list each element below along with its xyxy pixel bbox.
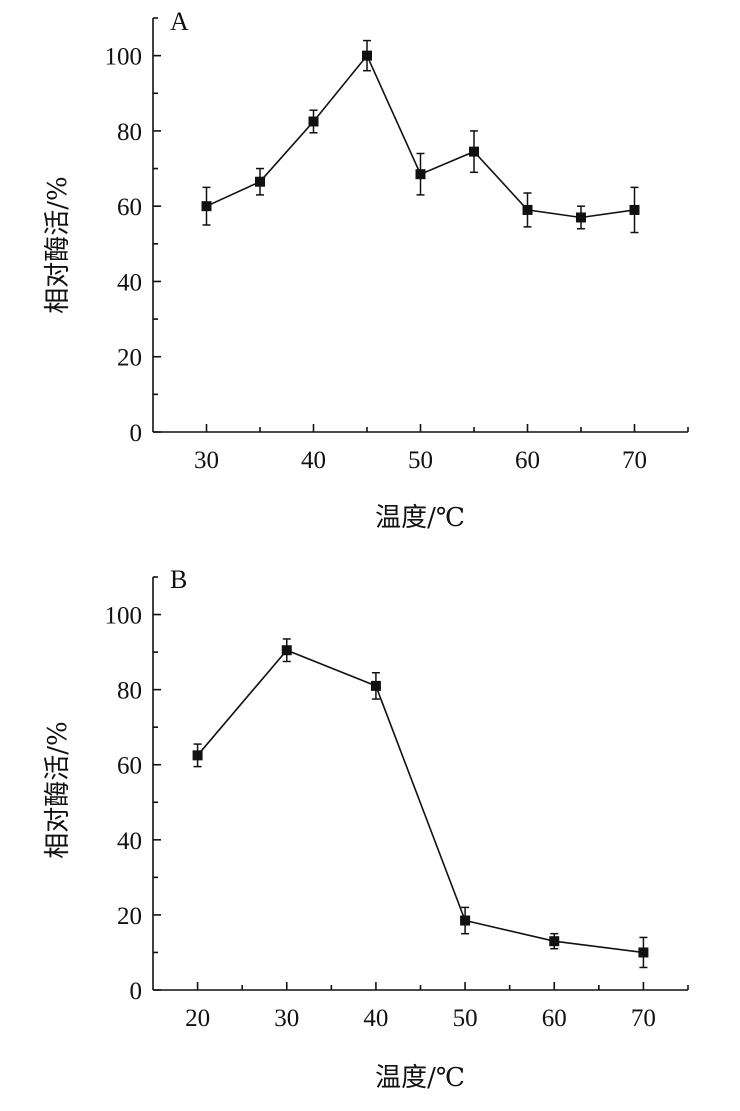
y-tick-label-a: 40 xyxy=(117,269,142,296)
x-tick-label-b: 40 xyxy=(363,1005,388,1032)
x-tick-label-b: 30 xyxy=(274,1005,299,1032)
x-tick-label-a: 40 xyxy=(301,447,326,474)
data-point-a xyxy=(576,212,586,223)
data-point-a xyxy=(255,176,265,187)
data-point-b xyxy=(460,915,471,926)
data-point-a xyxy=(522,204,533,215)
x-axis-title-b: 温度/℃ xyxy=(375,1063,465,1093)
x-tick-label-a: 30 xyxy=(194,447,219,474)
x-tick-label-a: 50 xyxy=(408,447,433,474)
y-tick-label-b: 0 xyxy=(130,978,143,1005)
data-point-b xyxy=(370,680,381,691)
x-tick-label-a: 60 xyxy=(515,447,540,474)
plot-area-b: 0 20 40 60 80 100 20 30 40 50 60 70 xyxy=(105,576,689,1032)
x-tick-label-b: 50 xyxy=(453,1005,478,1032)
data-point-a xyxy=(201,201,212,212)
data-point-b xyxy=(549,936,560,947)
panel-label-a: A xyxy=(170,7,189,36)
data-point-b xyxy=(638,947,649,958)
x-axis-title-a: 温度/℃ xyxy=(375,503,465,533)
y-tick-label-a: 60 xyxy=(117,194,142,221)
y-axis-title-b: 相对酶活/% xyxy=(43,721,73,858)
panel-a: A 温度/℃ 相对酶活/% 0 20 40 60 80 100 30 40 50 60 70 xyxy=(43,7,689,533)
series-line-b xyxy=(196,649,644,954)
data-point-b xyxy=(192,750,203,761)
data-point-b xyxy=(281,645,292,656)
y-axis-title-a: 相对酶活/% xyxy=(43,176,73,313)
y-tick-label-b: 60 xyxy=(117,753,142,780)
y-tick-label-b: 20 xyxy=(117,903,142,930)
y-tick-label-a: 80 xyxy=(117,119,142,146)
x-tick-label-b: 20 xyxy=(185,1005,210,1032)
y-tick-label-a: 100 xyxy=(105,44,143,71)
y-tick-label-a: 20 xyxy=(117,345,142,372)
data-point-a xyxy=(362,50,372,61)
x-tick-label-a: 70 xyxy=(622,447,647,474)
data-point-a xyxy=(469,146,479,157)
panel-b: B 温度/℃ 相对酶活/% 0 20 40 60 80 100 20 30 40 50 60 70 xyxy=(43,565,689,1093)
y-tick-label-b: 80 xyxy=(117,678,142,705)
y-tick-label-b: 100 xyxy=(105,603,143,630)
x-tick-label-b: 70 xyxy=(631,1005,656,1032)
y-tick-label-b: 40 xyxy=(117,828,142,855)
data-point-a xyxy=(629,204,640,215)
panel-label-b: B xyxy=(170,565,187,594)
y-tick-label-a: 0 xyxy=(130,420,143,447)
x-tick-label-b: 60 xyxy=(542,1005,567,1032)
data-point-a xyxy=(415,169,426,180)
data-point-a xyxy=(308,116,319,127)
plot-area-a: 0 20 40 60 80 100 30 40 50 60 70 xyxy=(105,17,689,474)
